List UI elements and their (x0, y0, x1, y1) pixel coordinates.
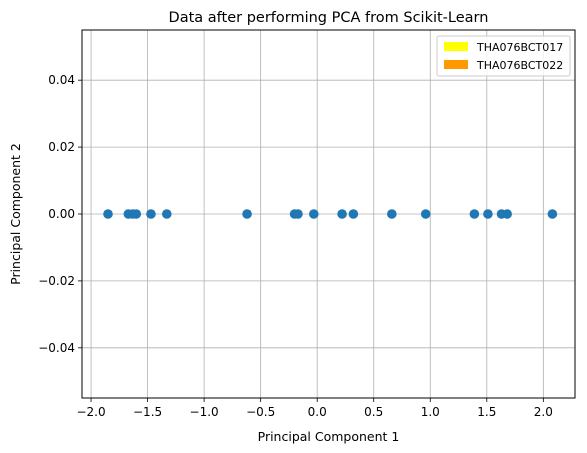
y-tick-label: −0.02 (38, 274, 75, 288)
data-point (162, 209, 172, 219)
scatter-points (103, 209, 558, 219)
x-tick-label: 1.5 (477, 405, 496, 419)
data-point (420, 209, 431, 219)
data-point (242, 209, 252, 219)
x-tick-label: 0.5 (364, 405, 383, 419)
data-point (483, 209, 493, 219)
data-point (387, 209, 397, 219)
data-point (146, 209, 156, 219)
legend-label-tha076bct022: THA076BCT022 (476, 59, 563, 72)
x-tick-label: −1.0 (190, 405, 219, 419)
data-point (469, 209, 480, 219)
data-point (293, 209, 303, 219)
y-tick-label: 0.04 (48, 73, 75, 87)
legend: THA076BCT017 THA076BCT022 (436, 35, 571, 77)
y-tick-label: 0.00 (48, 207, 75, 221)
plot-frame (81, 29, 576, 399)
legend-box (436, 35, 571, 77)
chart-title: Data after performing PCA from Scikit-Le… (169, 10, 489, 26)
data-point (502, 209, 512, 219)
x-tick-label: 0.0 (308, 405, 327, 419)
data-point (103, 209, 113, 219)
x-tick-label: −0.5 (246, 405, 275, 419)
legend-label-tha076bct017: THA076BCT017 (476, 41, 563, 54)
x-tick-label: 1.0 (421, 405, 440, 419)
x-tick-label: −2.0 (76, 405, 105, 419)
y-tick-label: −0.04 (38, 341, 75, 355)
legend-swatch-tha076bct022 (444, 60, 468, 69)
data-point (309, 209, 319, 219)
y-axis-label: Principal Component 2 (8, 143, 23, 285)
data-point (337, 209, 347, 219)
x-tick-label: −1.5 (133, 405, 162, 419)
data-point (131, 209, 142, 219)
data-point (348, 209, 359, 219)
legend-swatch-tha076bct017 (444, 42, 468, 51)
y-tick-label: 0.02 (48, 140, 75, 154)
x-axis-label: Principal Component 1 (258, 429, 400, 444)
data-point (547, 209, 558, 219)
axis-ticks: −2.0 −1.5 −1.0 −0.5 0.0 0.5 1.0 1.5 2.0 0.04 0.02 0… (38, 73, 553, 419)
x-tick-label: 2.0 (534, 405, 553, 419)
